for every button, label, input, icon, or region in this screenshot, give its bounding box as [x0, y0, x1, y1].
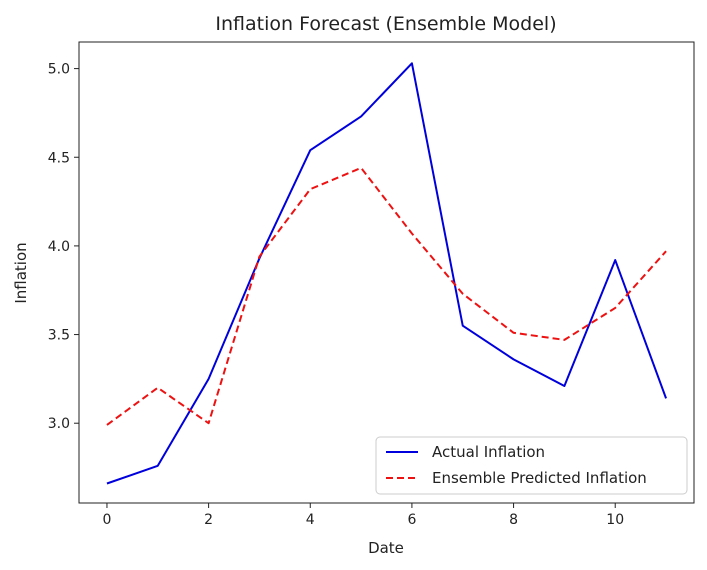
series-line-predicted — [106, 166, 667, 426]
x-tick-label: 0 — [102, 512, 111, 528]
y-tick-label: 4.0 — [48, 239, 70, 255]
y-axis: 3.0 3.5 4.0 4.5 5.0 — [48, 62, 79, 432]
y-tick-label: 3.5 — [48, 328, 70, 344]
series-line-actual — [106, 62, 667, 485]
legend-entry-predicted: Ensemble Predicted Inflation — [432, 469, 647, 487]
x-axis: 0 2 4 6 8 10 — [102, 503, 624, 528]
x-tick-label: 6 — [407, 512, 416, 528]
y-tick-label: 3.0 — [48, 416, 70, 432]
x-tick-label: 2 — [204, 512, 213, 528]
legend-box — [375, 436, 688, 495]
legend-entry-actual: Actual Inflation — [432, 443, 545, 461]
plot-area-frame — [78, 41, 695, 504]
chart-title: Inflation Forecast (Ensemble Model) — [215, 13, 556, 35]
x-tick-label: 4 — [306, 512, 315, 528]
series-layer — [106, 62, 667, 485]
x-tick-label: 10 — [606, 512, 624, 528]
y-axis-label: Inflation — [12, 242, 30, 303]
x-tick-label: 8 — [509, 512, 518, 528]
y-tick-label: 5.0 — [48, 62, 70, 78]
y-tick-label: 4.5 — [48, 150, 70, 166]
legend: Actual Inflation Ensemble Predicted Infl… — [375, 436, 688, 495]
x-axis-label: Date — [368, 539, 404, 557]
